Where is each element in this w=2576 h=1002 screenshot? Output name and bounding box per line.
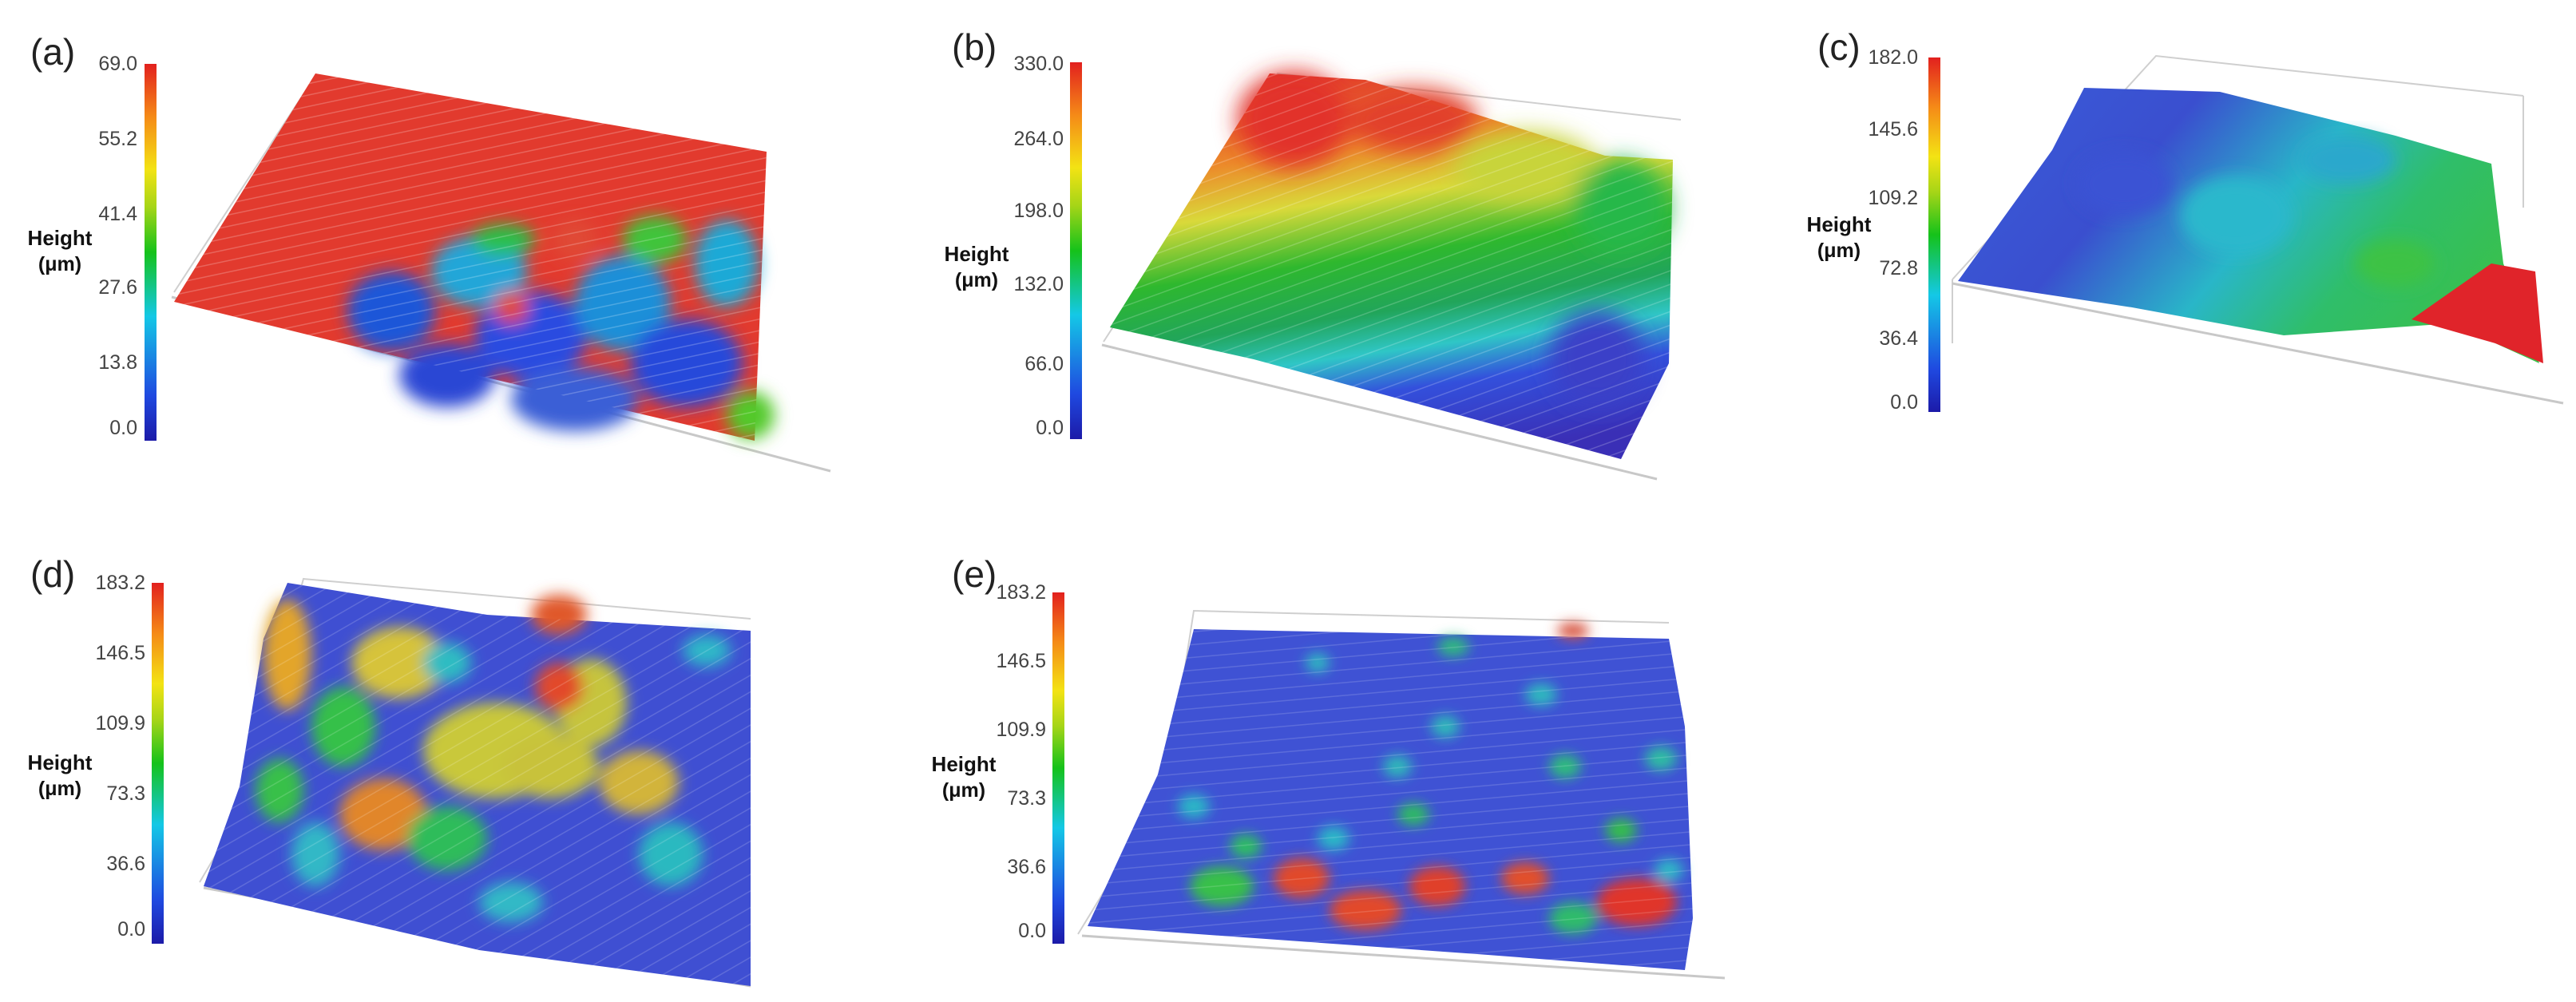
panel-label: (b) [952,26,997,68]
colorbar-tick: 36.6 [106,853,145,875]
surface-plot [1101,72,1682,481]
panel-label: (e) [952,553,997,595]
axis-unit: (μm) [38,778,82,800]
axis-title: Height [27,226,93,250]
colorbar-tick: 0.0 [109,417,137,439]
colorbar-tick: 55.2 [98,128,137,150]
colorbar [145,64,157,441]
panel-label: (c) [1817,26,1861,68]
colorbar-tick: 73.3 [106,782,145,805]
axis-title: Height [1806,212,1872,236]
colorbar-tick: 73.3 [1007,787,1046,810]
colorbar-tick: 183.2 [996,581,1046,604]
colorbar-tick: 145.6 [1868,118,1918,141]
colorbar [152,583,164,944]
panel-c: (c) 182.0 145.6 109.2 72.8 36.4 0.0 Heig… [1789,0,2576,495]
axis-unit: (μm) [1817,240,1861,262]
colorbar-tick: 109.9 [996,719,1046,741]
colorbar-tick: 182.0 [1868,46,1918,69]
surface-plot [199,577,751,988]
colorbar-tick: 66.0 [1024,353,1064,375]
colorbar-tick: 13.8 [98,351,137,374]
surface-plot [1952,54,2564,405]
axis-unit: (μm) [954,269,999,291]
colorbar-tick: 109.2 [1868,187,1918,209]
panel-a: (a) 69.0 55.2 41.4 27.6 13.8 0.0 Height … [0,0,878,495]
colorbar-tick: 132.0 [1013,273,1064,295]
axis-title: Height [931,752,997,776]
colorbar-tick: 72.8 [1879,257,1918,279]
panel-b: (b) 330.0 264.0 198.0 132.0 66.0 0.0 Hei… [918,0,1789,495]
axis-unit: (μm) [38,253,82,275]
axis-title: Height [27,751,93,774]
colorbar-tick: 69.0 [98,53,137,75]
panel-d: (d) 183.2 146.5 109.9 73.3 36.6 0.0 Heig… [0,527,878,1002]
colorbar-tick: 330.0 [1013,53,1064,75]
panel-label: (a) [30,31,76,73]
surface-plot [1077,609,1726,980]
colorbar-tick: 264.0 [1013,128,1064,150]
colorbar-tick: 41.4 [98,203,137,225]
colorbar-tick: 146.5 [996,650,1046,672]
colorbar-tick: 36.4 [1879,327,1918,350]
surface-plot [171,73,831,473]
colorbar-tick: 0.0 [1036,417,1064,439]
axis-unit: (μm) [941,779,986,802]
colorbar-tick: 27.6 [98,276,137,299]
colorbar-tick: 146.5 [95,642,145,664]
panel-label: (d) [30,553,76,595]
colorbar-tick: 0.0 [1018,920,1046,942]
colorbar-tick: 198.0 [1013,200,1064,222]
colorbar-tick: 0.0 [1890,391,1918,414]
colorbar [1070,62,1082,439]
colorbar-tick: 0.0 [117,918,145,941]
colorbar [1052,592,1064,944]
colorbar [1928,57,1940,412]
colorbar-tick: 109.9 [95,712,145,735]
colorbar-tick: 183.2 [95,572,145,594]
colorbar-tick: 36.6 [1007,856,1046,878]
panel-e: (e) 183.2 146.5 109.9 73.3 36.6 0.0 Heig… [918,527,1797,1002]
axis-title: Height [944,242,1009,266]
